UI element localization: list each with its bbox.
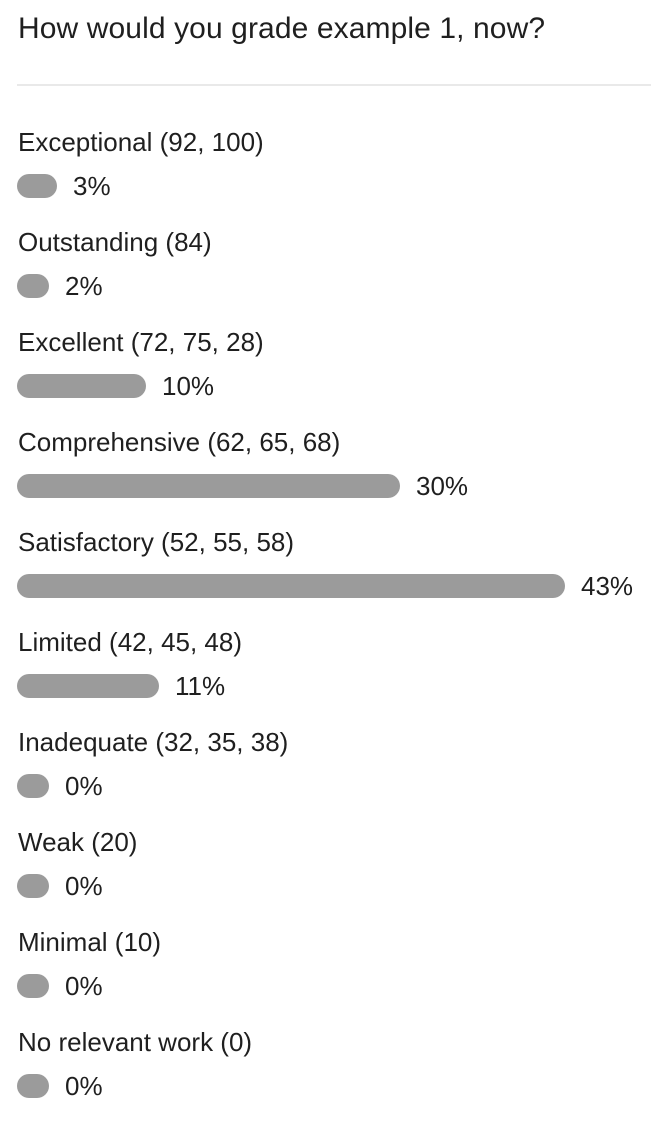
poll-option: Exceptional (92, 100) 3% (17, 122, 657, 222)
poll-option: Inadequate (32, 35, 38) 0% (17, 722, 657, 822)
result-row: 0% (17, 871, 103, 901)
option-label: Minimal (10) (18, 927, 162, 957)
option-label: Exceptional (92, 100) (18, 127, 264, 157)
result-row: 0% (17, 771, 103, 801)
result-percent: 0% (65, 871, 103, 901)
option-label: Outstanding (84) (18, 227, 212, 257)
result-percent: 2% (65, 271, 103, 301)
poll-question: How would you grade example 1, now? (18, 12, 546, 45)
result-row: 0% (17, 971, 103, 1001)
result-row: 10% (17, 371, 215, 401)
result-percent: 0% (65, 971, 103, 1001)
result-bar (17, 874, 49, 898)
result-percent: 0% (65, 1071, 103, 1101)
result-bar (17, 574, 565, 598)
result-percent: 10% (162, 371, 215, 401)
poll-option: Minimal (10) 0% (17, 922, 657, 1022)
poll-option: Weak (20) 0% (17, 822, 657, 922)
option-label: Weak (20) (18, 827, 138, 857)
option-label: Limited (42, 45, 48) (18, 627, 243, 657)
poll-results: Exceptional (92, 100) 3% Outstanding (84… (17, 122, 657, 1122)
result-bar (17, 974, 49, 998)
result-row: 30% (17, 471, 469, 501)
option-label: Comprehensive (62, 65, 68) (18, 427, 341, 457)
option-label: No relevant work (0) (18, 1027, 253, 1057)
result-percent: 43% (581, 571, 634, 601)
result-bar (17, 674, 159, 698)
result-bar (17, 474, 400, 498)
result-row: 3% (17, 171, 111, 201)
result-bar (17, 374, 146, 398)
result-percent: 11% (175, 671, 226, 701)
result-percent: 30% (416, 471, 469, 501)
poll-option: No relevant work (0) 0% (17, 1022, 657, 1122)
result-percent: 0% (65, 771, 103, 801)
divider (17, 84, 651, 86)
option-label: Inadequate (32, 35, 38) (18, 727, 289, 757)
option-label: Excellent (72, 75, 28) (18, 327, 264, 357)
poll-option: Excellent (72, 75, 28) 10% (17, 322, 657, 422)
result-bar (17, 1074, 49, 1098)
result-percent: 3% (73, 171, 111, 201)
option-label: Satisfactory (52, 55, 58) (18, 527, 295, 557)
poll-option: Limited (42, 45, 48) 11% (17, 622, 657, 722)
poll-option: Comprehensive (62, 65, 68) 30% (17, 422, 657, 522)
result-row: 2% (17, 271, 103, 301)
result-bar (17, 274, 49, 298)
result-row: 0% (17, 1071, 103, 1101)
poll-option: Outstanding (84) 2% (17, 222, 657, 322)
result-bar (17, 774, 49, 798)
result-row: 11% (17, 671, 226, 701)
result-row: 43% (17, 571, 634, 601)
result-bar (17, 174, 57, 198)
poll-option: Satisfactory (52, 55, 58) 43% (17, 522, 657, 622)
